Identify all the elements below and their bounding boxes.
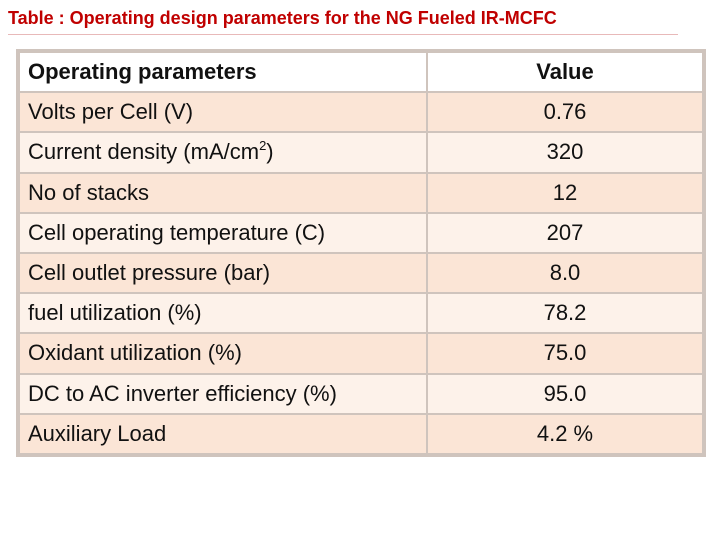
parameter-cell: Volts per Cell (V) <box>20 93 426 132</box>
value-cell: 8.0 <box>428 253 702 293</box>
table-row: Volts per Cell (V) 0.76 <box>20 93 702 132</box>
superscript: 2 <box>259 138 267 154</box>
value-cell: 95.0 <box>428 374 702 413</box>
table-header-row: Operating parameters Value <box>20 53 702 92</box>
table-title: Table : Operating design parameters for … <box>8 6 678 35</box>
parameter-cell: Cell outlet pressure (bar) <box>20 253 426 293</box>
parameters-table-container: Operating parameters Value Volts per Cel… <box>16 49 706 457</box>
parameter-cell: Cell operating temperature (C) <box>20 213 426 252</box>
table-row: Cell outlet pressure (bar) 8.0 <box>20 253 702 293</box>
column-header-value: Value <box>428 53 702 92</box>
parameters-table: Operating parameters Value Volts per Cel… <box>18 51 704 455</box>
parameter-cell: No of stacks <box>20 173 426 212</box>
parameter-cell: Current density (mA/cm2) <box>20 133 426 172</box>
parameter-text-suffix: ) <box>266 139 274 165</box>
column-header-parameter: Operating parameters <box>20 53 426 92</box>
table-row: fuel utilization (%) 78.2 <box>20 294 702 333</box>
value-cell: 78.2 <box>428 294 702 333</box>
value-cell: 320 <box>428 133 702 172</box>
parameter-text: Current density (mA/cm <box>28 139 260 165</box>
parameter-cell: fuel utilization (%) <box>20 294 426 333</box>
value-cell: 0.76 <box>428 93 702 132</box>
parameter-cell: DC to AC inverter efficiency (%) <box>20 374 426 413</box>
table-row: DC to AC inverter efficiency (%) 95.0 <box>20 374 702 413</box>
table-row: No of stacks 12 <box>20 173 702 212</box>
value-cell: 207 <box>428 213 702 252</box>
table-row: Cell operating temperature (C) 207 <box>20 213 702 252</box>
table-row: Current density (mA/cm2) 320 <box>20 133 702 172</box>
value-cell: 75.0 <box>428 334 702 373</box>
value-cell: 4.2 % <box>428 414 702 453</box>
table-row: Oxidant utilization (%) 75.0 <box>20 334 702 373</box>
table-row: Auxiliary Load 4.2 % <box>20 414 702 453</box>
parameter-cell: Oxidant utilization (%) <box>20 334 426 373</box>
value-cell: 12 <box>428 173 702 212</box>
parameter-cell: Auxiliary Load <box>20 414 426 453</box>
